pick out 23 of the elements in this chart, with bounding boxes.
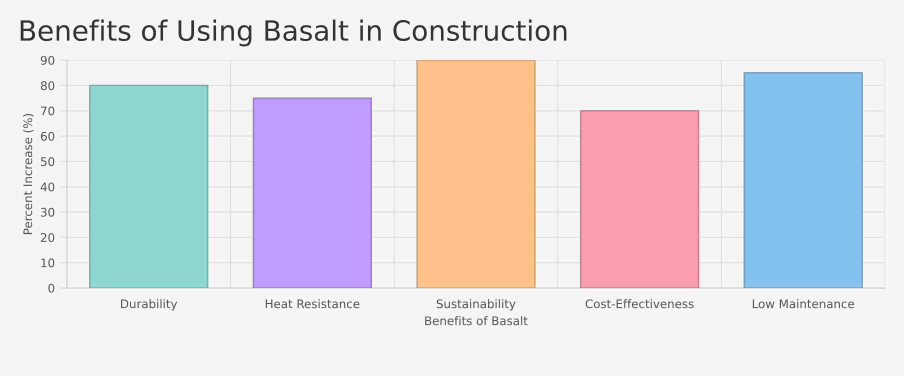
x-tick-label: Sustainability [436,299,516,311]
x-tick-label: Low Maintenance [752,299,854,308]
bar [416,60,536,288]
x-tick-label: Heat Resistance [266,299,360,308]
y-tick-label: 90 [40,56,54,65]
y-tick-label: 10 [41,258,54,268]
y-tick-label: 30 [40,208,54,217]
x-tick-label: Durability [121,299,178,311]
x-tick-label: Cost-Effectiveness [586,299,694,308]
y-tick-label: 60 [40,132,54,141]
bar [580,110,700,288]
y-tick-label: 50 [40,157,54,166]
chart-title: Benefits of Using Basalt in Construction [20,20,566,46]
y-tick-label: 70 [41,106,54,116]
y-tick-label: 80 [40,81,54,90]
y-tick-label: 20 [40,233,54,242]
y-tick-label: 40 [40,182,54,192]
x-axis-title: Benefits of Basalt [425,316,528,326]
bar [89,84,208,288]
bar [252,97,372,288]
y-axis-title: Percent Increase (%) [23,114,34,234]
y-tick-label: 0 [48,284,54,293]
bar [744,72,863,288]
